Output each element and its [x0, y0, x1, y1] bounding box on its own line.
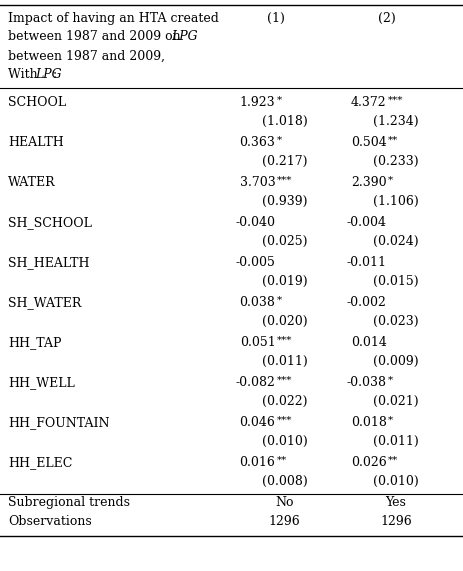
Text: (0.008): (0.008): [262, 475, 307, 488]
Text: *: *: [388, 176, 393, 185]
Text: 1296: 1296: [269, 515, 300, 528]
Text: -0.004: -0.004: [347, 216, 387, 229]
Text: -0.005: -0.005: [236, 256, 275, 269]
Text: :: :: [53, 68, 57, 81]
Text: ***: ***: [276, 336, 292, 345]
Text: Subregional trends: Subregional trends: [8, 496, 130, 509]
Text: (0.011): (0.011): [373, 435, 419, 448]
Text: (0.022): (0.022): [262, 395, 307, 408]
Text: (0.010): (0.010): [262, 435, 307, 448]
Text: (0.939): (0.939): [262, 195, 307, 208]
Text: 0.018: 0.018: [351, 416, 387, 429]
Text: (0.023): (0.023): [373, 315, 419, 328]
Text: (1): (1): [267, 12, 284, 25]
Text: *: *: [388, 416, 393, 425]
Text: -0.082: -0.082: [236, 376, 275, 389]
Text: Yes: Yes: [385, 496, 407, 509]
Text: (0.010): (0.010): [373, 475, 419, 488]
Text: SH_HEALTH: SH_HEALTH: [8, 256, 90, 269]
Text: -0.011: -0.011: [347, 256, 387, 269]
Text: (0.021): (0.021): [373, 395, 419, 408]
Text: **: **: [276, 456, 287, 465]
Text: ***: ***: [276, 416, 292, 425]
Text: SH_SCHOOL: SH_SCHOOL: [8, 216, 92, 229]
Text: 1296: 1296: [380, 515, 412, 528]
Text: 4.372: 4.372: [351, 96, 387, 109]
Text: HH_TAP: HH_TAP: [8, 336, 62, 349]
Text: 3.703: 3.703: [240, 176, 275, 189]
Text: 0.026: 0.026: [351, 456, 387, 469]
Text: *: *: [276, 296, 282, 305]
Text: HH_WELL: HH_WELL: [8, 376, 75, 389]
Text: WATER: WATER: [8, 176, 56, 189]
Text: 0.051: 0.051: [240, 336, 275, 349]
Text: (1.106): (1.106): [373, 195, 419, 208]
Text: (0.233): (0.233): [373, 155, 419, 168]
Text: 0.014: 0.014: [351, 336, 387, 349]
Text: No: No: [275, 496, 294, 509]
Text: (0.217): (0.217): [262, 155, 307, 168]
Text: (0.015): (0.015): [373, 275, 419, 288]
Text: LPG: LPG: [171, 30, 198, 43]
Text: SH_WATER: SH_WATER: [8, 296, 81, 309]
Text: (0.019): (0.019): [262, 275, 307, 288]
Text: between 1987 and 2009 on: between 1987 and 2009 on: [8, 30, 185, 43]
Text: (1.018): (1.018): [262, 115, 307, 128]
Text: **: **: [388, 136, 398, 145]
Text: (0.025): (0.025): [262, 235, 307, 248]
Text: ***: ***: [276, 176, 292, 185]
Text: HH_ELEC: HH_ELEC: [8, 456, 73, 469]
Text: *: *: [388, 376, 393, 385]
Text: Observations: Observations: [8, 515, 92, 528]
Text: (1.234): (1.234): [373, 115, 419, 128]
Text: 0.016: 0.016: [240, 456, 275, 469]
Text: HEALTH: HEALTH: [8, 136, 64, 149]
Text: *: *: [276, 96, 282, 105]
Text: 0.504: 0.504: [351, 136, 387, 149]
Text: 0.363: 0.363: [240, 136, 275, 149]
Text: 2.390: 2.390: [351, 176, 387, 189]
Text: (0.024): (0.024): [373, 235, 419, 248]
Text: (0.020): (0.020): [262, 315, 307, 328]
Text: 0.038: 0.038: [240, 296, 275, 309]
Text: ***: ***: [276, 376, 292, 385]
Text: between 1987 and 2009,: between 1987 and 2009,: [8, 50, 165, 63]
Text: SCHOOL: SCHOOL: [8, 96, 67, 109]
Text: -0.002: -0.002: [347, 296, 387, 309]
Text: With: With: [8, 68, 42, 81]
Text: (0.011): (0.011): [262, 355, 307, 368]
Text: (0.009): (0.009): [373, 355, 419, 368]
Text: *: *: [276, 136, 282, 145]
Text: 1.923: 1.923: [240, 96, 275, 109]
Text: 0.046: 0.046: [240, 416, 275, 429]
Text: **: **: [388, 456, 398, 465]
Text: ***: ***: [388, 96, 403, 105]
Text: Impact of having an HTA created: Impact of having an HTA created: [8, 12, 219, 25]
Text: HH_FOUNTAIN: HH_FOUNTAIN: [8, 416, 110, 429]
Text: (2): (2): [378, 12, 395, 25]
Text: -0.040: -0.040: [236, 216, 275, 229]
Text: -0.038: -0.038: [347, 376, 387, 389]
Text: LPG: LPG: [35, 68, 62, 81]
